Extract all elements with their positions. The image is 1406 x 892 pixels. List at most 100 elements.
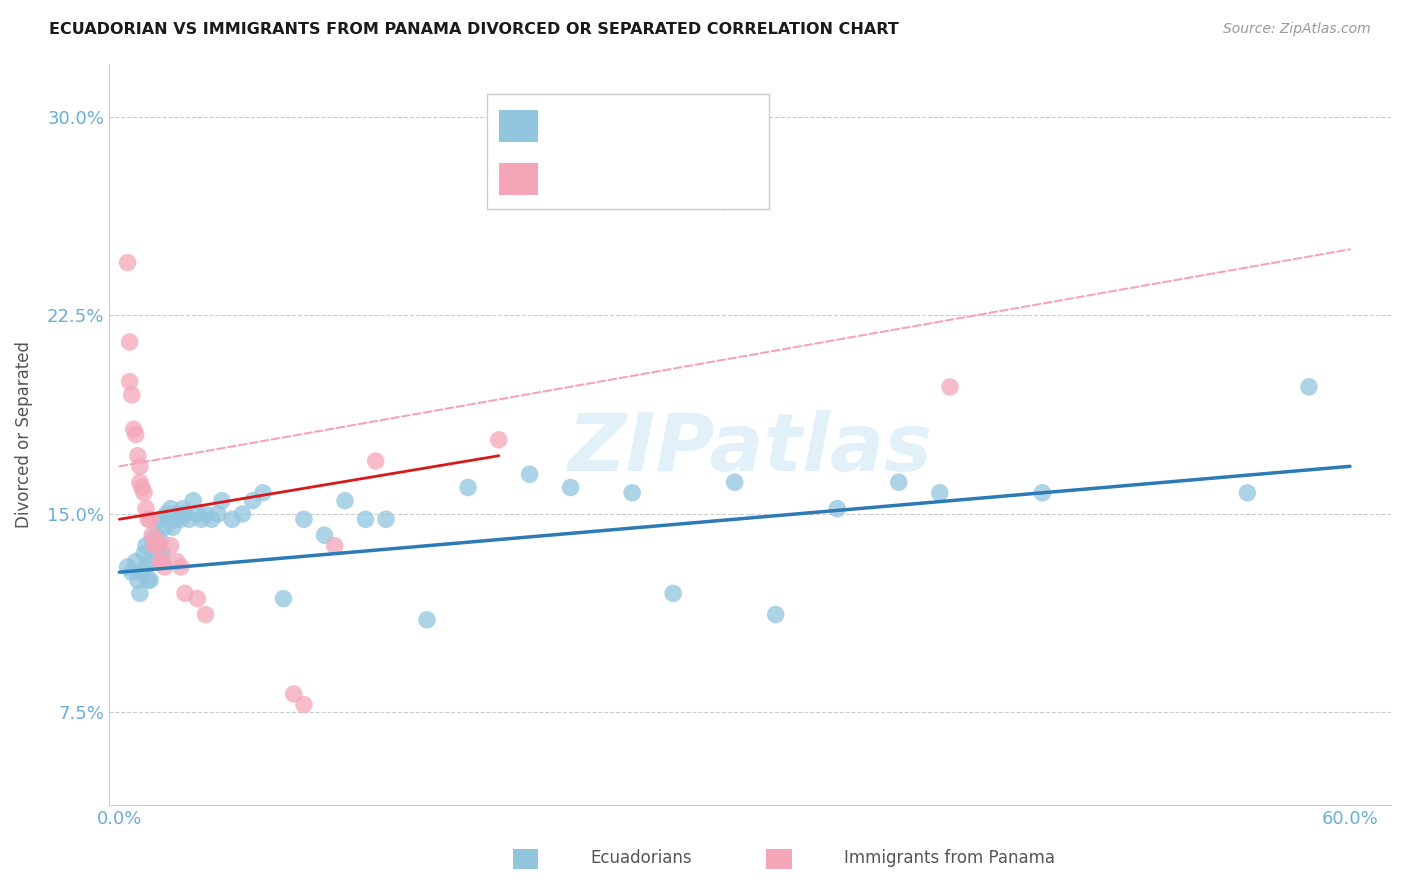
Point	[148, 547, 170, 561]
Point	[139, 512, 162, 526]
Point	[314, 528, 336, 542]
Point	[143, 539, 166, 553]
Point	[207, 507, 229, 521]
Point	[283, 687, 305, 701]
Point	[141, 528, 163, 542]
Point	[131, 565, 153, 579]
Point	[117, 255, 139, 269]
Point	[713, 194, 735, 209]
Point	[152, 547, 174, 561]
Point	[211, 493, 233, 508]
Point	[132, 485, 155, 500]
Point	[153, 560, 176, 574]
Point	[117, 560, 139, 574]
Point	[174, 586, 197, 600]
Point	[127, 449, 149, 463]
Point	[131, 481, 153, 495]
Text: Source: ZipAtlas.com: Source: ZipAtlas.com	[1223, 22, 1371, 37]
Point	[662, 586, 685, 600]
Point	[128, 586, 150, 600]
Point	[825, 501, 848, 516]
Point	[273, 591, 295, 606]
Point	[163, 512, 186, 526]
Text: Immigrants from Panama: Immigrants from Panama	[844, 849, 1054, 867]
Point	[887, 475, 910, 490]
Point	[136, 512, 159, 526]
Point	[128, 459, 150, 474]
Point	[149, 533, 172, 548]
Point	[231, 507, 253, 521]
Y-axis label: Divorced or Separated: Divorced or Separated	[15, 341, 32, 528]
Point	[125, 427, 148, 442]
Point	[135, 560, 157, 574]
Point	[141, 533, 163, 548]
Point	[174, 507, 197, 521]
Point	[323, 539, 346, 553]
Point	[157, 512, 180, 526]
Point	[724, 475, 747, 490]
Point	[152, 555, 174, 569]
Point	[519, 467, 541, 482]
Point	[292, 512, 315, 526]
Point	[159, 539, 181, 553]
Point	[145, 528, 167, 542]
Point	[170, 512, 193, 526]
Point	[181, 493, 204, 508]
Point	[292, 698, 315, 712]
Point	[121, 388, 143, 402]
Point	[143, 539, 166, 553]
Point	[118, 375, 141, 389]
Point	[135, 539, 157, 553]
Point	[145, 533, 167, 548]
Point	[1236, 485, 1258, 500]
Point	[221, 512, 243, 526]
Point	[242, 493, 264, 508]
Point	[364, 454, 387, 468]
Text: Ecuadorians: Ecuadorians	[591, 849, 692, 867]
Point	[162, 520, 184, 534]
Point	[135, 501, 157, 516]
Point	[128, 475, 150, 490]
Point	[153, 520, 176, 534]
Point	[186, 507, 208, 521]
Point	[121, 565, 143, 579]
Point	[159, 501, 181, 516]
Point	[190, 512, 212, 526]
Point	[560, 481, 582, 495]
Point	[172, 501, 194, 516]
Point	[136, 573, 159, 587]
Point	[333, 493, 356, 508]
Point	[166, 555, 188, 569]
Point	[179, 512, 201, 526]
Point	[148, 539, 170, 553]
Point	[155, 507, 177, 521]
Text: ECUADORIAN VS IMMIGRANTS FROM PANAMA DIVORCED OR SEPARATED CORRELATION CHART: ECUADORIAN VS IMMIGRANTS FROM PANAMA DIV…	[49, 22, 898, 37]
Point	[252, 485, 274, 500]
Point	[139, 555, 162, 569]
Point	[118, 334, 141, 349]
Point	[149, 555, 172, 569]
Point	[621, 485, 644, 500]
Point	[127, 573, 149, 587]
Point	[928, 485, 950, 500]
Point	[132, 547, 155, 561]
Point	[125, 555, 148, 569]
Point	[122, 422, 145, 436]
Text: ZIPatlas: ZIPatlas	[568, 410, 932, 489]
Point	[375, 512, 398, 526]
Point	[139, 573, 162, 587]
Point	[1031, 485, 1053, 500]
Point	[201, 512, 224, 526]
Point	[1298, 380, 1320, 394]
Point	[170, 560, 193, 574]
Point	[194, 507, 217, 521]
Point	[457, 481, 479, 495]
Point	[416, 613, 439, 627]
Point	[194, 607, 217, 622]
Point	[149, 512, 172, 526]
Point	[765, 607, 787, 622]
Point	[939, 380, 962, 394]
Point	[166, 507, 188, 521]
Point	[186, 591, 208, 606]
Point	[354, 512, 377, 526]
